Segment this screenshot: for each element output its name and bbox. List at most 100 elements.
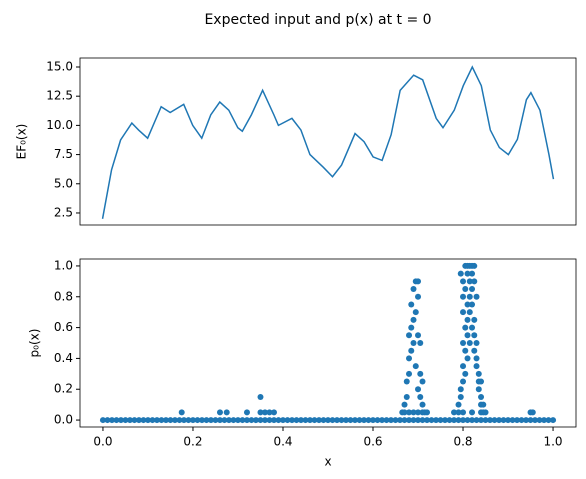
- data-point: [473, 363, 480, 370]
- data-point: [473, 293, 480, 300]
- data-point: [352, 417, 359, 424]
- data-point: [480, 401, 487, 408]
- data-point: [288, 417, 295, 424]
- data-point: [162, 417, 169, 424]
- data-point: [462, 347, 469, 354]
- data-point: [257, 417, 264, 424]
- data-point: [464, 316, 471, 323]
- data-point: [401, 401, 408, 408]
- data-point: [225, 417, 232, 424]
- data-point: [406, 370, 413, 377]
- data-point: [457, 270, 464, 277]
- data-point: [471, 262, 478, 269]
- data-point: [496, 417, 503, 424]
- y-tick-label: 1.0: [54, 258, 73, 272]
- data-point: [478, 417, 485, 424]
- data-point: [482, 409, 489, 416]
- data-point: [207, 417, 214, 424]
- data-point: [361, 417, 368, 424]
- data-point: [466, 340, 473, 346]
- data-point: [500, 417, 507, 424]
- data-point: [415, 417, 422, 424]
- data-point: [311, 417, 318, 424]
- data-point: [460, 409, 467, 416]
- data-point: [379, 417, 386, 424]
- y-tick-label: 2.5: [54, 205, 73, 219]
- data-point: [329, 417, 336, 424]
- data-point: [462, 370, 469, 377]
- data-point: [383, 417, 390, 424]
- data-point: [275, 417, 282, 424]
- data-point: [457, 386, 464, 393]
- y-tick-label: 10.0: [46, 118, 73, 132]
- data-point: [392, 417, 399, 424]
- y-tick-label: 0.2: [54, 382, 73, 396]
- data-point: [466, 309, 473, 316]
- data-point: [460, 293, 467, 300]
- data-point: [464, 417, 471, 424]
- data-point: [469, 301, 476, 308]
- data-point: [417, 393, 424, 400]
- data-point: [99, 417, 106, 424]
- data-point: [270, 417, 277, 424]
- data-line: [101, 65, 555, 219]
- data-point: [471, 347, 478, 354]
- data-point: [469, 417, 476, 424]
- data-point: [487, 417, 494, 424]
- y-axis-label: p₀(x): [28, 329, 42, 358]
- data-point: [401, 417, 408, 424]
- data-point: [478, 378, 485, 385]
- data-point: [388, 417, 395, 424]
- data-point: [469, 270, 476, 277]
- data-point: [178, 409, 185, 416]
- data-point: [306, 417, 313, 424]
- y-tick-label: 7.5: [54, 147, 73, 161]
- data-point: [412, 363, 419, 370]
- data-point: [433, 417, 440, 424]
- data-point: [243, 409, 250, 416]
- data-point: [334, 417, 341, 424]
- y-tick-label: 15.0: [46, 59, 73, 73]
- data-point: [261, 417, 268, 424]
- data-point: [471, 332, 478, 339]
- data-point: [131, 417, 138, 424]
- data-point: [302, 417, 309, 424]
- data-point: [223, 409, 230, 416]
- data-point: [471, 316, 478, 323]
- data-point: [482, 417, 489, 424]
- data-point: [135, 417, 142, 424]
- x-tick-label: 0.0: [93, 435, 112, 449]
- data-point: [518, 417, 525, 424]
- y-tick-label: 12.5: [46, 89, 73, 103]
- data-point: [527, 417, 534, 424]
- data-point: [284, 417, 291, 424]
- data-point: [104, 417, 111, 424]
- data-point: [257, 393, 264, 400]
- data-point: [460, 363, 467, 370]
- y-tick-label: 5.0: [54, 176, 73, 190]
- data-point: [365, 417, 372, 424]
- data-point: [374, 417, 381, 424]
- data-point: [347, 417, 354, 424]
- data-point: [320, 417, 327, 424]
- data-point: [261, 409, 268, 416]
- data-point: [221, 417, 228, 424]
- data-point: [419, 401, 426, 408]
- data-point: [451, 409, 458, 416]
- data-point: [158, 417, 165, 424]
- data-point: [505, 417, 512, 424]
- data-point: [410, 409, 417, 416]
- y-axis-label: EF₀(x): [15, 124, 29, 160]
- data-point: [167, 417, 174, 424]
- data-point: [536, 417, 543, 424]
- data-point: [460, 417, 467, 424]
- data-point: [491, 417, 498, 424]
- data-point: [408, 301, 415, 308]
- y-tick-label: 0.4: [54, 351, 73, 365]
- data-point: [230, 417, 237, 424]
- axes-frame: [79, 57, 577, 226]
- data-point: [464, 270, 471, 277]
- x-tick-label: 1.0: [543, 435, 562, 449]
